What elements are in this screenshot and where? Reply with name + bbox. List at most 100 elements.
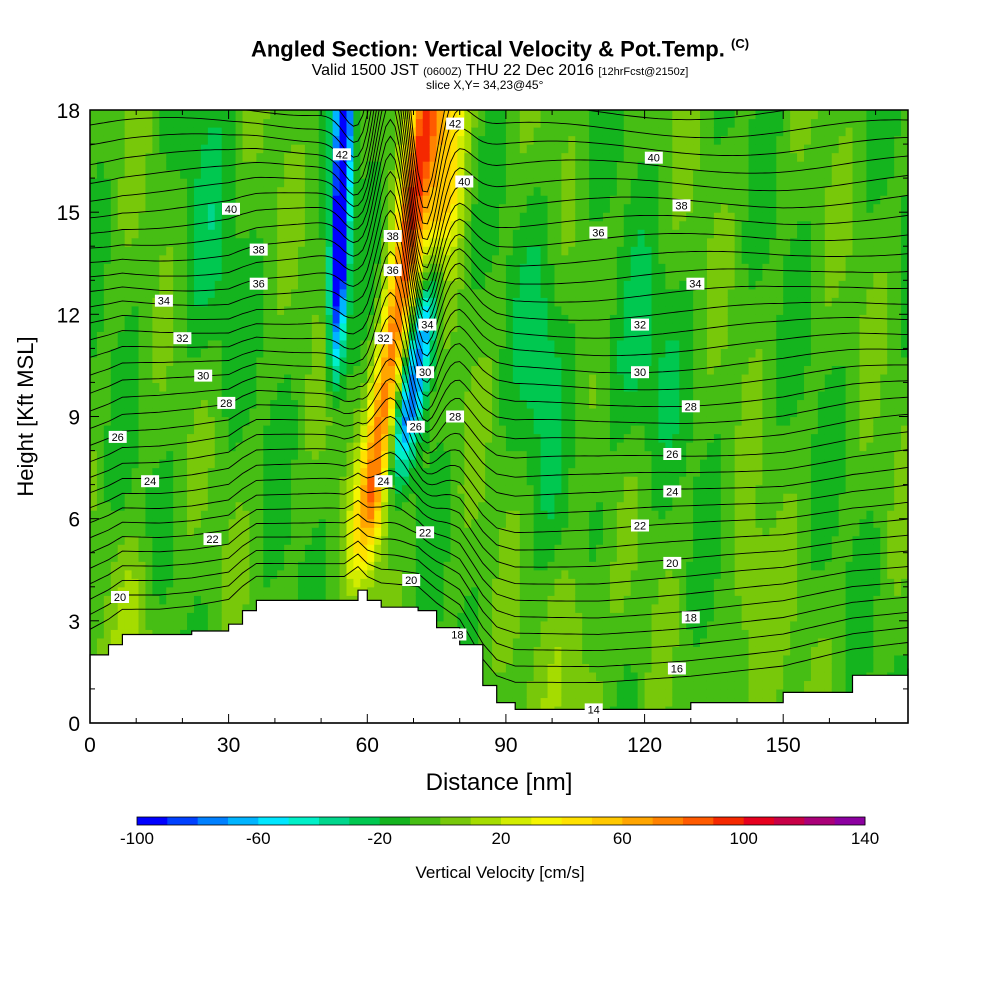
velocity-cell — [228, 459, 237, 469]
velocity-cell — [249, 603, 257, 613]
velocity-cell — [235, 161, 244, 171]
velocity-cell — [200, 561, 209, 571]
velocity-cell — [443, 595, 452, 605]
velocity-cell — [505, 493, 514, 503]
velocity-cell — [436, 195, 445, 205]
velocity-cell — [277, 118, 285, 128]
velocity-cell — [103, 425, 112, 435]
velocity-cell — [346, 178, 355, 188]
velocity-cell — [450, 314, 458, 324]
velocity-cell — [242, 493, 251, 503]
velocity-cell — [464, 493, 472, 503]
velocity-cell — [228, 118, 237, 128]
velocity-cell — [526, 510, 535, 520]
velocity-cell — [471, 552, 479, 562]
velocity-cell — [360, 390, 368, 401]
velocity-cell — [436, 186, 445, 196]
velocity-cell — [214, 288, 223, 298]
velocity-cell — [228, 484, 237, 494]
velocity-cell — [540, 586, 549, 596]
velocity-cell — [249, 518, 257, 528]
velocity-cell — [325, 510, 334, 520]
velocity-cell — [457, 169, 465, 179]
velocity-cell — [464, 501, 472, 511]
velocity-cell — [242, 314, 251, 324]
velocity-cell — [311, 569, 320, 579]
velocity-cell — [395, 348, 403, 358]
velocity-cell — [180, 118, 188, 128]
velocity-cell — [173, 595, 181, 605]
velocity-cell — [554, 314, 562, 324]
velocity-cell — [547, 569, 556, 579]
velocity-cell — [360, 186, 368, 196]
velocity-cell — [478, 348, 486, 358]
velocity-cell — [249, 254, 257, 264]
velocity-cell — [297, 280, 306, 290]
velocity-cell — [561, 697, 569, 707]
velocity-cell — [159, 416, 167, 426]
velocity-cell — [519, 229, 528, 239]
velocity-cell — [256, 110, 264, 120]
velocity-cell — [304, 501, 313, 511]
velocity-cell — [110, 569, 119, 579]
velocity-cell — [221, 305, 230, 315]
velocity-cell — [526, 169, 535, 179]
velocity-cell — [457, 450, 465, 460]
velocity-cell — [561, 535, 569, 545]
velocity-cell — [388, 135, 396, 145]
velocity-cell — [388, 348, 396, 358]
velocity-cell — [512, 373, 521, 384]
velocity-cell — [388, 399, 396, 409]
velocity-cell — [360, 373, 368, 384]
velocity-cell — [235, 493, 244, 503]
velocity-cell — [159, 586, 167, 596]
velocity-cell — [346, 348, 355, 358]
velocity-cell — [519, 552, 528, 562]
velocity-cell — [346, 322, 355, 332]
velocity-cell — [96, 407, 105, 418]
velocity-cell — [360, 544, 368, 554]
velocity-cell — [311, 305, 320, 315]
velocity-cell — [464, 110, 472, 120]
velocity-cell — [401, 390, 410, 401]
velocity-cell — [249, 450, 257, 460]
velocity-cell — [200, 280, 209, 290]
velocity-cell — [297, 535, 306, 545]
velocity-cell — [346, 416, 355, 426]
velocity-cell — [131, 178, 140, 188]
velocity-cell — [166, 510, 174, 520]
velocity-cell — [110, 442, 119, 452]
velocity-cell — [367, 161, 375, 171]
velocity-cell — [318, 450, 327, 460]
velocity-cell — [214, 135, 223, 145]
velocity-cell — [478, 425, 486, 435]
velocity-cell — [499, 322, 507, 332]
velocity-cell — [540, 246, 549, 256]
velocity-cell — [200, 263, 209, 273]
velocity-cell — [207, 425, 216, 435]
velocity-cell — [284, 195, 292, 205]
velocity-cell — [353, 237, 361, 247]
velocity-cell — [291, 399, 299, 409]
velocity-cell — [152, 263, 160, 273]
velocity-cell — [443, 305, 452, 315]
velocity-cell — [408, 527, 417, 537]
velocity-cell — [422, 595, 431, 605]
velocity-cell — [221, 186, 230, 196]
velocity-cell — [505, 314, 514, 324]
velocity-cell — [519, 178, 528, 188]
velocity-cell — [540, 467, 549, 477]
velocity-cell — [499, 390, 507, 401]
velocity-cell — [207, 467, 216, 477]
velocity-cell — [152, 484, 160, 494]
velocity-cell — [561, 493, 569, 503]
velocity-cell — [346, 476, 355, 486]
velocity-cell — [401, 416, 410, 426]
velocity-cell — [471, 586, 479, 596]
velocity-cell — [408, 450, 417, 460]
velocity-cell — [221, 450, 230, 460]
velocity-cell — [297, 178, 306, 188]
velocity-cell — [492, 297, 500, 307]
velocity-cell — [242, 297, 251, 307]
velocity-cell — [304, 382, 313, 392]
